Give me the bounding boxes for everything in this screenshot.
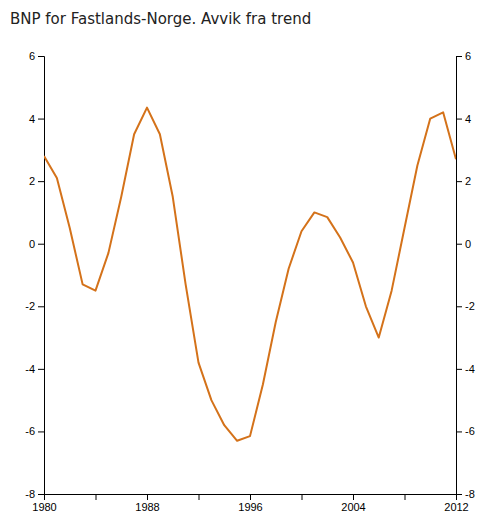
tick-mark (302, 494, 303, 500)
title: BNP for Fastlands-Norge. Avvik fra trend (10, 10, 311, 28)
tick-mark (38, 244, 44, 245)
marks (44, 108, 456, 441)
tick-mark (147, 494, 148, 500)
tick: 2 (29, 175, 44, 187)
tick-mark (38, 181, 44, 182)
axis-line (45, 495, 457, 501)
tick: 1980 (32, 494, 56, 513)
tick-label: -4 (25, 363, 35, 375)
tick: -4 (456, 363, 475, 375)
axis-line (457, 57, 463, 495)
line (44, 108, 456, 441)
tick-mark (456, 119, 462, 120)
tick-mark (199, 494, 200, 500)
tick-label: 4 (29, 113, 35, 125)
tick-label: 2012 (444, 501, 468, 513)
tick: 2 (456, 175, 471, 187)
tick: 6 (29, 50, 44, 62)
tick-label: 6 (29, 50, 35, 62)
tick-mark (456, 306, 462, 307)
tick (302, 494, 303, 500)
tick-mark (456, 431, 462, 432)
tick: 0 (29, 238, 44, 250)
tick: -4 (25, 363, 44, 375)
tick: -2 (25, 300, 44, 312)
tick-label: 1980 (32, 501, 56, 513)
tick: -6 (456, 425, 475, 437)
chart: BNP for Fastlands-Norge. Avvik fra trend… (0, 0, 500, 528)
tick-label: -8 (465, 488, 475, 500)
tick-mark (456, 244, 462, 245)
tick-label: 1996 (238, 501, 262, 513)
tick-label: 6 (465, 50, 471, 62)
tick-mark (38, 369, 44, 370)
axis-line (38, 57, 45, 495)
tick: 6 (456, 50, 471, 62)
tick-label: -4 (465, 363, 475, 375)
tick-mark (38, 56, 44, 57)
tick-mark (456, 181, 462, 182)
tick-mark (456, 56, 462, 57)
tick-label: -2 (465, 300, 475, 312)
x-axis: 1980 1988 1996 2004 2012 (32, 494, 468, 513)
tick-label: -2 (25, 300, 35, 312)
tick-mark (353, 494, 354, 500)
plot: 19801988199620042012-8-6-4-20246-8-6-4-2… (25, 50, 475, 513)
tick-label: -8 (25, 488, 35, 500)
tick-mark (38, 119, 44, 120)
tick (96, 494, 97, 500)
tick-mark (456, 369, 462, 370)
tick-label: 0 (29, 238, 35, 250)
tick-mark (405, 494, 406, 500)
tick-label: 2 (29, 175, 35, 187)
tick: 0 (456, 238, 471, 250)
tick-label: 0 (465, 238, 471, 250)
tick: -8 (456, 488, 475, 500)
tick-label: 2004 (341, 501, 365, 513)
tick (405, 494, 406, 500)
y-axis: -8 -6 -4 -2 0 2 4 6 (25, 50, 44, 500)
tick-label: 2 (465, 175, 471, 187)
tick-label: -6 (465, 425, 475, 437)
tick-mark (38, 494, 44, 495)
tick-mark (250, 494, 251, 500)
tick: -8 (25, 488, 44, 500)
tick-mark (38, 431, 44, 432)
tick: -2 (456, 300, 475, 312)
tick-label: 1988 (135, 501, 159, 513)
y2-axis: -8 -6 -4 -2 0 2 4 6 (456, 50, 475, 500)
tick-mark (456, 494, 462, 495)
tick: 4 (456, 113, 471, 125)
tick-mark (96, 494, 97, 500)
tick: -6 (25, 425, 44, 437)
tick (199, 494, 200, 500)
tick: 1996 (238, 494, 262, 513)
tick: 4 (29, 113, 44, 125)
tick: 2004 (341, 494, 365, 513)
tick-label: -6 (25, 425, 35, 437)
tick-label: 4 (465, 113, 471, 125)
tick-mark (38, 306, 44, 307)
tick: 1988 (135, 494, 159, 513)
